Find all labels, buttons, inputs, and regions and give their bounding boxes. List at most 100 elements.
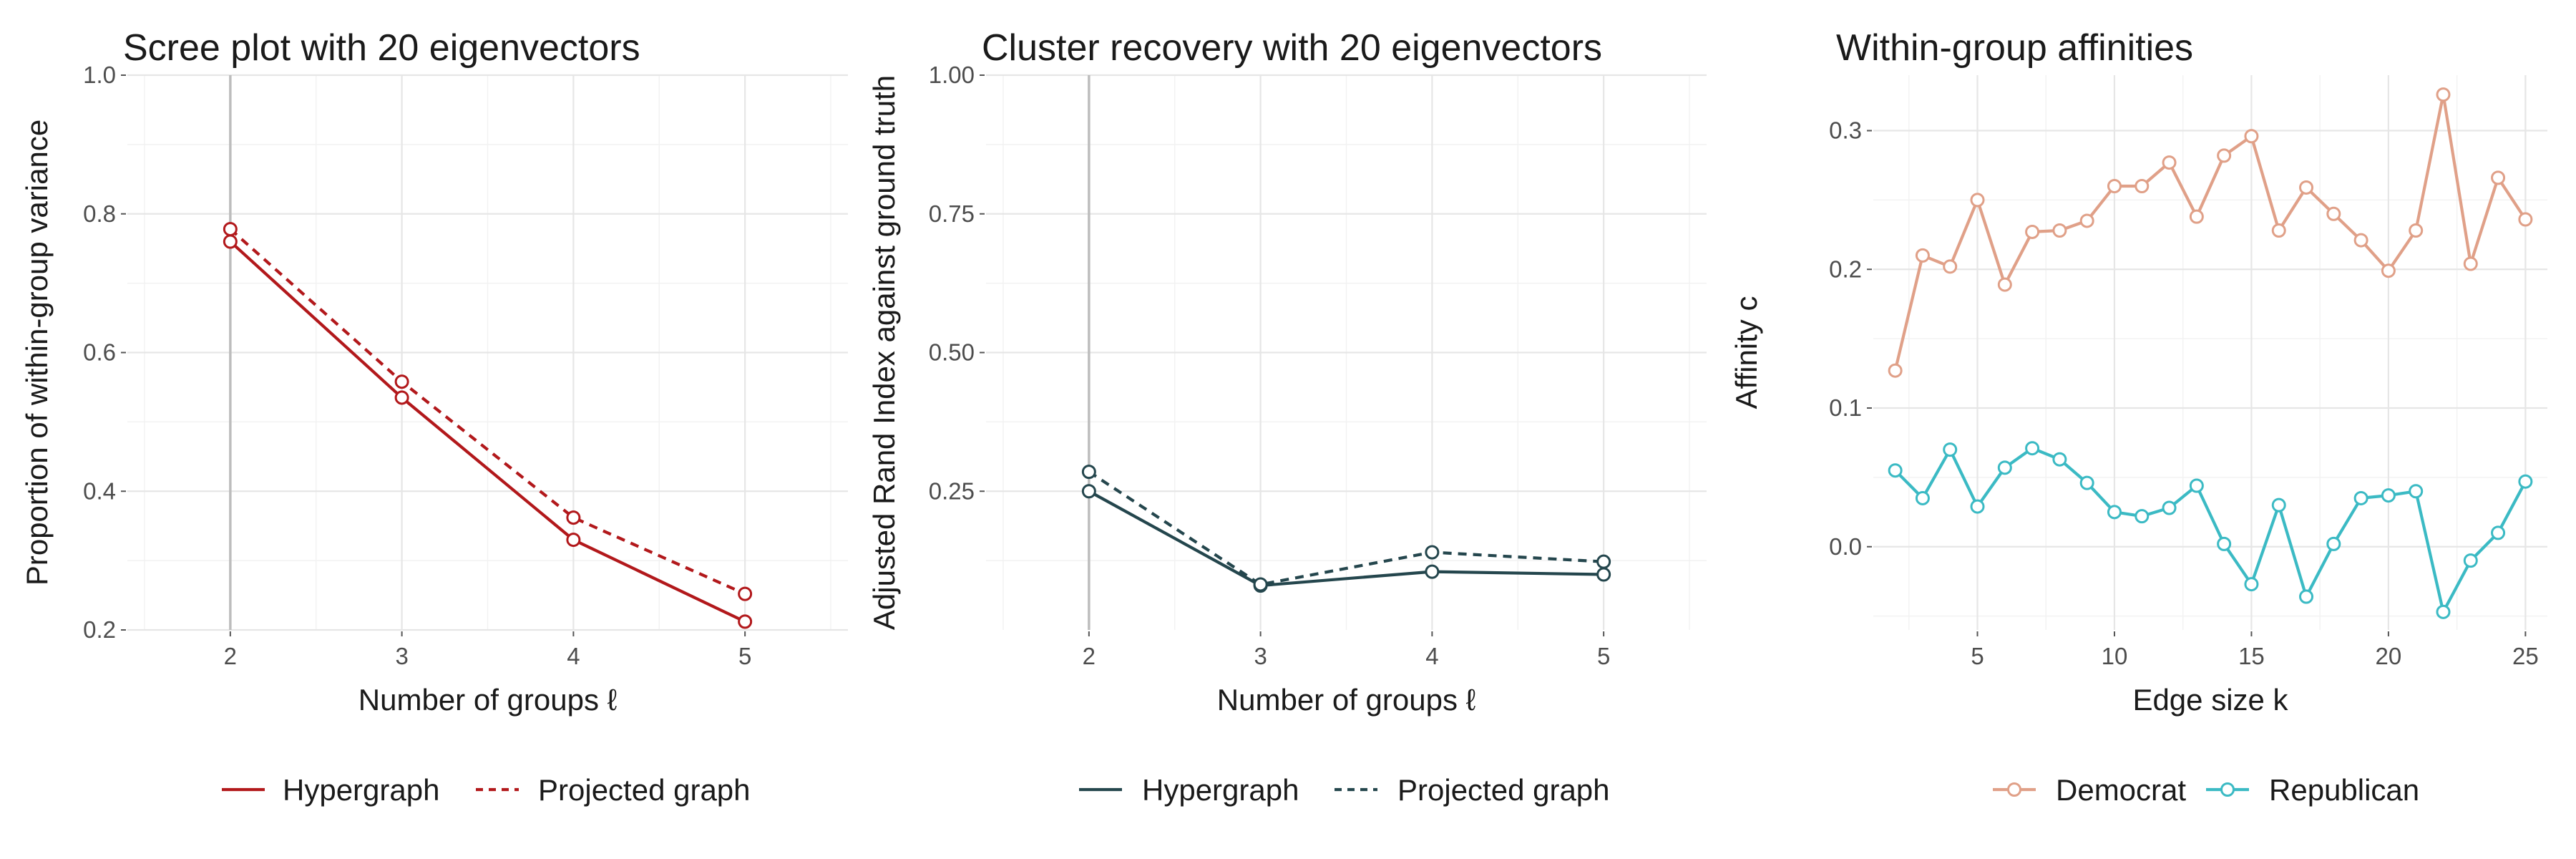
x-tick-label: 5 (738, 643, 751, 669)
data-point (1915, 248, 1930, 263)
legend-label: Hypergraph (1142, 773, 1299, 807)
data-point (1425, 564, 1440, 579)
series-line (1088, 470, 1604, 586)
data-point (2189, 478, 2204, 493)
data-point (2079, 213, 2094, 228)
data-point (2107, 505, 2122, 520)
data-point (2353, 233, 2368, 248)
data-point (1997, 460, 2012, 475)
data-point (1596, 567, 1611, 582)
y-tick-label: 0.50 (929, 339, 975, 366)
data-point (2491, 170, 2506, 185)
data-point (2135, 179, 2150, 193)
data-point (2518, 212, 2533, 227)
x-axis-title: Number of groups ℓ (1217, 683, 1476, 717)
data-point (1596, 554, 1611, 569)
y-tick-label: 0.6 (83, 339, 116, 366)
legend-key-point (2220, 782, 2235, 797)
data-point (2326, 536, 2341, 551)
y-tick-label: 0.2 (83, 616, 116, 643)
data-point (2244, 577, 2259, 592)
data-point (2299, 589, 2314, 604)
x-tick-label: 2 (224, 643, 237, 669)
legend-key-point (2007, 782, 2021, 797)
data-point (1253, 577, 1268, 592)
y-axis-title: Affinity c (1729, 296, 1763, 409)
series-line (229, 240, 746, 623)
data-point (2079, 475, 2094, 490)
series-line (1894, 447, 2527, 613)
legend-label: Republican (2269, 773, 2419, 807)
data-point (2244, 129, 2259, 144)
data-point (2353, 490, 2368, 505)
x-tick-label: 3 (395, 643, 408, 669)
data-point (2217, 536, 2232, 551)
chart-panel-2: 0.25 0.50 0.75 1.00 2 3 4 5 Cluster recovery wit… (867, 27, 1707, 807)
data-point (1915, 490, 1930, 505)
data-point (738, 614, 753, 629)
y-tick-label: 1.0 (83, 62, 116, 88)
chart-panel-1: 0.2 0.4 0.6 0.8 1.0 2 3 4 5 Scree plot with 20 ei… (20, 27, 848, 807)
y-tick-label: 0.8 (83, 200, 116, 227)
legend: Democrat Republican (1993, 773, 2419, 807)
data-point (2052, 223, 2067, 238)
data-point (2436, 87, 2451, 102)
data-point (2326, 206, 2341, 221)
data-point (2381, 263, 2396, 278)
data-point (2217, 148, 2232, 163)
x-tick-label: 2 (1083, 643, 1096, 669)
y-tick-label: 0.1 (1829, 394, 1862, 421)
data-point (2463, 553, 2478, 568)
series-line (1893, 93, 2527, 372)
data-point (2025, 441, 2040, 456)
x-tick-label: 5 (1597, 643, 1610, 669)
y-tick-label: 0.25 (929, 477, 975, 504)
data-point (223, 222, 238, 237)
y-tick-label: 0.2 (1829, 256, 1862, 282)
data-point (394, 374, 409, 389)
series-projected-graph (1081, 465, 1611, 592)
series-republican (1888, 441, 2533, 619)
x-tick-label: 4 (1425, 643, 1438, 669)
data-point (1970, 499, 1985, 514)
data-point (1943, 442, 1958, 457)
data-point (1425, 545, 1440, 560)
data-point (2189, 209, 2204, 224)
series-democrat (1888, 87, 2533, 378)
data-point (2409, 484, 2424, 499)
x-tick-label: 20 (2376, 643, 2402, 669)
data-point (566, 510, 581, 525)
y-tick-label: 1.00 (929, 62, 975, 88)
data-point (1997, 277, 2012, 292)
legend: Hypergraph Projected graph (1079, 773, 1610, 807)
data-point (2162, 500, 2177, 515)
data-point (394, 390, 409, 405)
series-hypergraph (223, 234, 753, 629)
series-line (1088, 490, 1604, 588)
data-point (2409, 223, 2424, 238)
data-point (2271, 498, 2286, 513)
data-point (2436, 604, 2451, 619)
chart-panel-3: 0.0 0.1 0.2 0.3 5 10 15 20 25 Within-group affini… (1729, 27, 2547, 807)
x-tick-label: 5 (1971, 643, 1984, 669)
data-point (2025, 224, 2040, 239)
y-tick-label: 0.4 (83, 477, 116, 504)
x-tick-label: 3 (1254, 643, 1267, 669)
series-projected-graph (223, 222, 753, 601)
y-tick-label: 0.3 (1829, 117, 1862, 144)
x-tick-label: 15 (2238, 643, 2265, 669)
data-point (223, 234, 238, 249)
data-point (2107, 179, 2122, 193)
x-axis-title: Number of groups ℓ (358, 683, 618, 717)
data-point (1081, 484, 1096, 499)
data-point (566, 533, 581, 548)
y-axis-title: Proportion of within-group variance (20, 120, 54, 586)
y-axis-title: Adjusted Rand Index against ground truth (867, 75, 901, 630)
data-point (2052, 452, 2067, 467)
legend: Hypergraph Projected graph (222, 773, 751, 807)
data-point (2518, 474, 2533, 489)
x-tick-label: 4 (567, 643, 580, 669)
data-point (738, 586, 753, 601)
